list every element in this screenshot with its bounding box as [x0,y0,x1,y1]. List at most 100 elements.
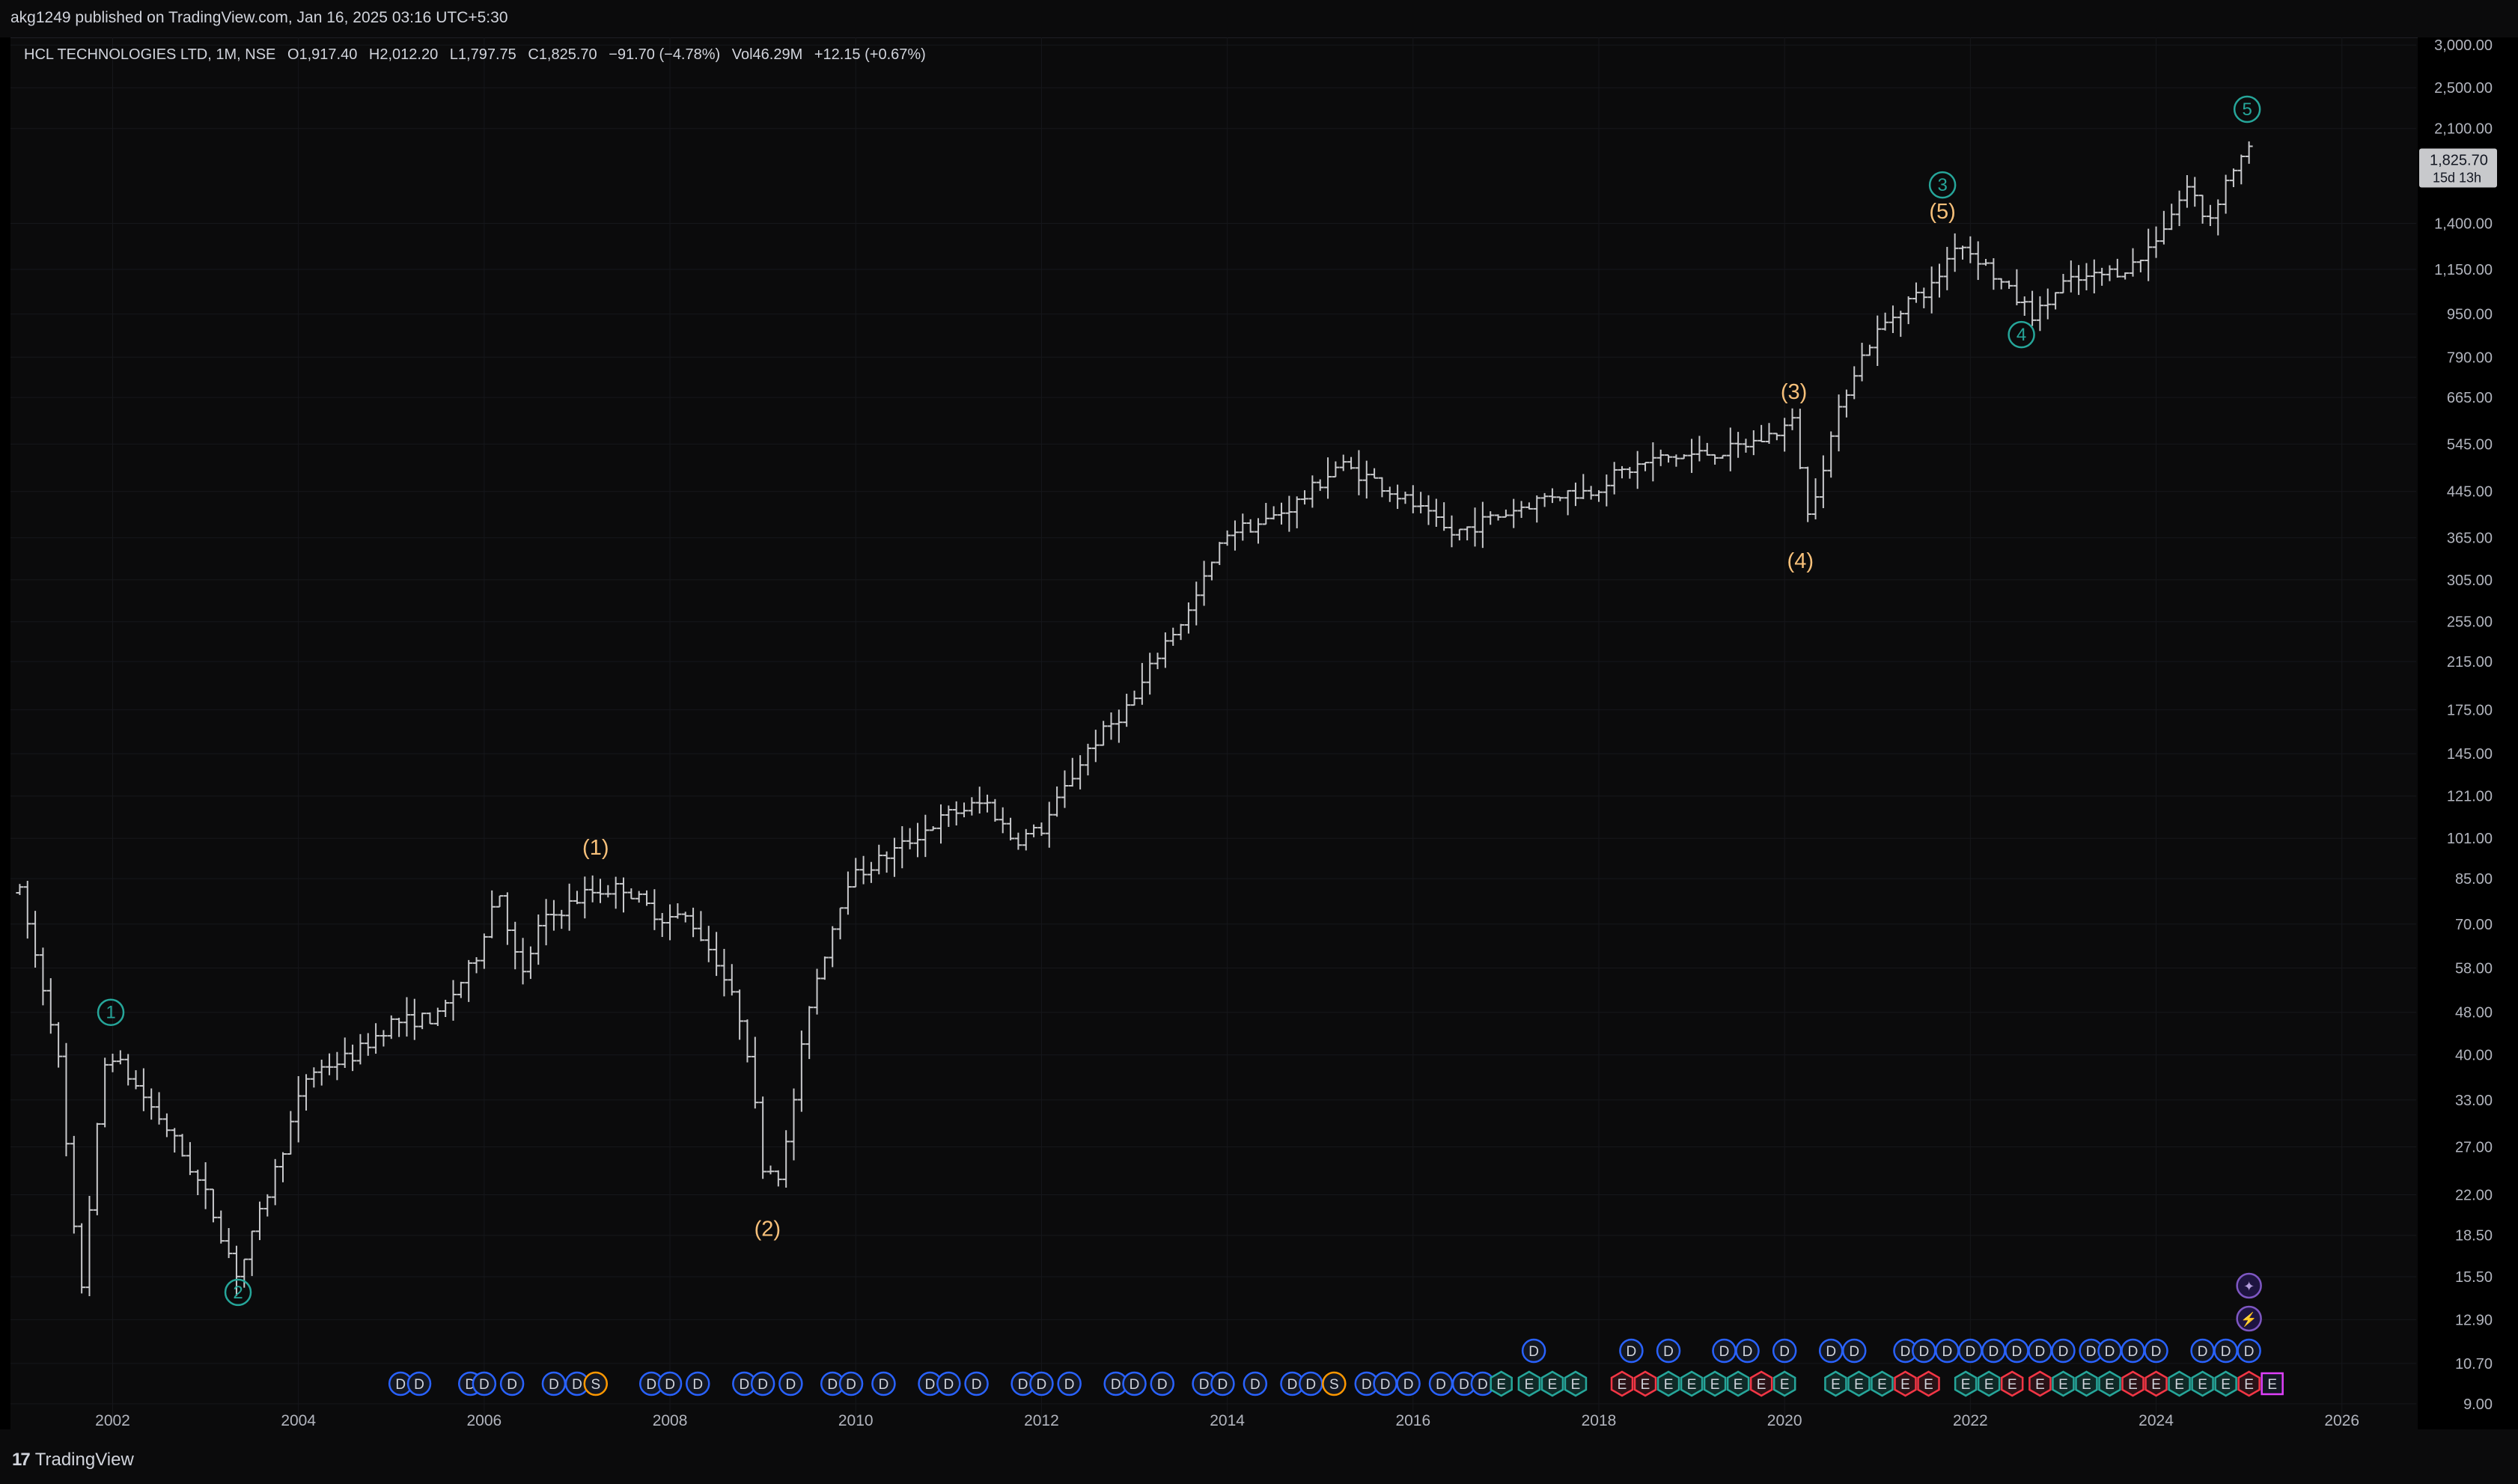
dividend-marker-letter: D [1965,1344,1975,1360]
earnings-marker-letter: E [1831,1377,1841,1393]
dividend-marker-shape[interactable] [871,1371,896,1396]
dividend-marker-shape[interactable] [964,1371,989,1396]
earnings-marker-shape[interactable] [1894,1370,1917,1397]
dividend-marker-letter: D [2198,1344,2208,1360]
earnings-marker-shape[interactable] [1772,1370,1796,1397]
earnings-marker-letter: E [1618,1377,1627,1393]
dividend-marker-shape[interactable] [1243,1371,1268,1396]
earnings-marker-shape[interactable] [1633,1370,1657,1397]
dividend-marker-shape[interactable] [1619,1338,1644,1364]
dividend-marker-letter: D [1157,1377,1168,1393]
dividend-marker-shape[interactable] [499,1371,525,1396]
earnings-marker-shape[interactable] [2144,1370,2168,1397]
earnings-marker-shape[interactable] [1917,1370,1940,1397]
earnings-marker-shape[interactable] [1824,1370,1847,1397]
price-tick-label: 48.00 [2455,1005,2493,1022]
earnings-marker-shape[interactable] [2168,1370,2191,1397]
earnings-marker-letter: E [1961,1377,1971,1393]
split-marker-shape[interactable] [1322,1371,1347,1396]
event-glyph: ✦ [2243,1279,2255,1294]
earnings-marker-shape[interactable] [2214,1370,2237,1397]
dividend-marker-shape[interactable] [1841,1338,1867,1364]
ideas-icon[interactable] [2236,1272,2262,1299]
dividend-marker-letter: D [739,1377,749,1393]
time-tick-label: 2010 [838,1412,874,1429]
earnings-marker-shape[interactable] [1564,1370,1588,1397]
earnings-marker-shape[interactable] [2098,1370,2121,1397]
dividend-marker-shape[interactable] [2237,1338,2261,1364]
earnings-marker-shape[interactable] [2121,1370,2144,1397]
split-marker-shape[interactable] [583,1371,609,1396]
dividend-marker-shape[interactable] [472,1371,497,1396]
earnings-marker-shape[interactable] [1680,1370,1704,1397]
time-tick-label: 2014 [1210,1412,1245,1429]
dividend-marker-shape[interactable] [1210,1371,1235,1396]
earnings-marker-shape[interactable] [2028,1370,2052,1397]
dividend-marker-shape[interactable] [1772,1338,1797,1364]
earnings-marker-shape[interactable] [1540,1370,1564,1397]
earnings-marker-shape[interactable] [1977,1370,2001,1397]
dividend-marker-letter: D [692,1377,703,1393]
dividend-marker-shape[interactable] [936,1371,961,1396]
price-axis[interactable]: 3,000.00 2,500.00 2,100.00 1,400.00 1,150.00… [2434,37,2493,1413]
earnings-marker-shape[interactable] [2075,1370,2098,1397]
earnings-marker-shape[interactable] [1656,1370,1680,1397]
dividend-marker-shape[interactable] [2051,1338,2076,1364]
earnings-marker-shape[interactable] [1703,1370,1727,1397]
earnings-marker-letter: E [2008,1377,2017,1393]
dividend-marker-shape[interactable] [1656,1338,1681,1364]
symbol-legend[interactable]: HCL TECHNOLOGIES LTD, 1M, NSE O1,917.40 … [24,46,933,64]
dividend-marker-shape[interactable] [2144,1338,2168,1364]
earnings-marker-shape[interactable] [2052,1370,2075,1397]
last-price-badge: 1,825.70 15d 13h [2419,148,2497,188]
earnings-marker-shape[interactable] [1954,1370,1978,1397]
dividend-marker-letter: D [1037,1377,1047,1393]
earnings-marker-letter: E [1525,1377,1534,1393]
earnings-marker-letter: E [1900,1377,1910,1393]
earnings-marker-shape[interactable] [2237,1370,2261,1397]
dividend-marker-shape[interactable] [1150,1371,1174,1396]
price-chart[interactable]: D D D D D D D D D D D D D D D D D D D D D D DD D D D D D D D D D D D D D D D D… [0,0,2518,1429]
time-tick-label: 2022 [1953,1412,1988,1429]
earnings-marker-shape[interactable] [1610,1370,1634,1397]
earnings-marker-letter: E [1548,1377,1558,1393]
dividend-marker-shape[interactable] [778,1371,803,1396]
earnings-marker-shape[interactable] [1871,1370,1894,1397]
dividend-marker-letter: D [1989,1344,1999,1360]
tradingview-brand[interactable]: 17 TradingView [12,1450,134,1471]
dividend-marker-shape[interactable] [1396,1371,1421,1396]
earnings-marker-letter: E [2151,1377,2161,1393]
earnings-marker-shape[interactable] [2000,1370,2024,1397]
earnings-marker-shape[interactable] [2191,1370,2214,1397]
earnings-marker-shape[interactable] [1726,1370,1750,1397]
earnings-marker-shape[interactable] [1847,1370,1871,1397]
dividend-marker-letter: D [2105,1344,2115,1360]
price-tick-label: 22.00 [2455,1188,2493,1204]
dividend-marker-shape[interactable] [1122,1371,1147,1396]
dividend-marker-shape[interactable] [1735,1338,1760,1364]
dividend-marker-letter: D [1849,1344,1859,1360]
dividend-marker-shape[interactable] [406,1371,432,1396]
earnings-marker-shape[interactable] [1749,1370,1773,1397]
price-tick-label: 950.00 [2447,307,2493,323]
symbol-title[interactable]: HCL TECHNOLOGIES LTD, 1M, NSE [24,46,276,63]
dividend-marker-shape[interactable] [838,1371,864,1396]
earnings-marker-shape[interactable] [1490,1370,1513,1397]
dividend-marker-shape[interactable] [686,1371,710,1396]
earnings-marker-shape[interactable] [1517,1370,1541,1397]
price-tick-label: 790.00 [2447,349,2493,366]
event-markers[interactable]: D D D D D D D D D D D D D D D D D D D D D D DD D D D D D D D D D D D D D D D D… [388,1272,2284,1397]
time-tick-label: 2008 [653,1412,688,1429]
upcoming-earnings-marker-shape[interactable] [2261,1372,2284,1396]
time-axis[interactable]: 2002 2004 2006 2008 2010 2012 2014 2016 2018 2020… [95,1412,2359,1429]
dividend-marker-letter: D [1018,1377,1028,1393]
earnings-marker-letter: E [1734,1377,1743,1393]
dividend-marker-shape[interactable] [1057,1371,1082,1396]
lightning-icon[interactable] [2236,1305,2262,1332]
dividend-marker-shape[interactable] [750,1371,775,1396]
dividend-marker-shape[interactable] [1521,1338,1546,1364]
dividend-marker-letter: D [1459,1377,1469,1393]
dividend-marker-letter: D [1900,1344,1911,1360]
dividend-marker-shape[interactable] [657,1371,683,1396]
dividend-marker-shape[interactable] [1029,1371,1054,1396]
